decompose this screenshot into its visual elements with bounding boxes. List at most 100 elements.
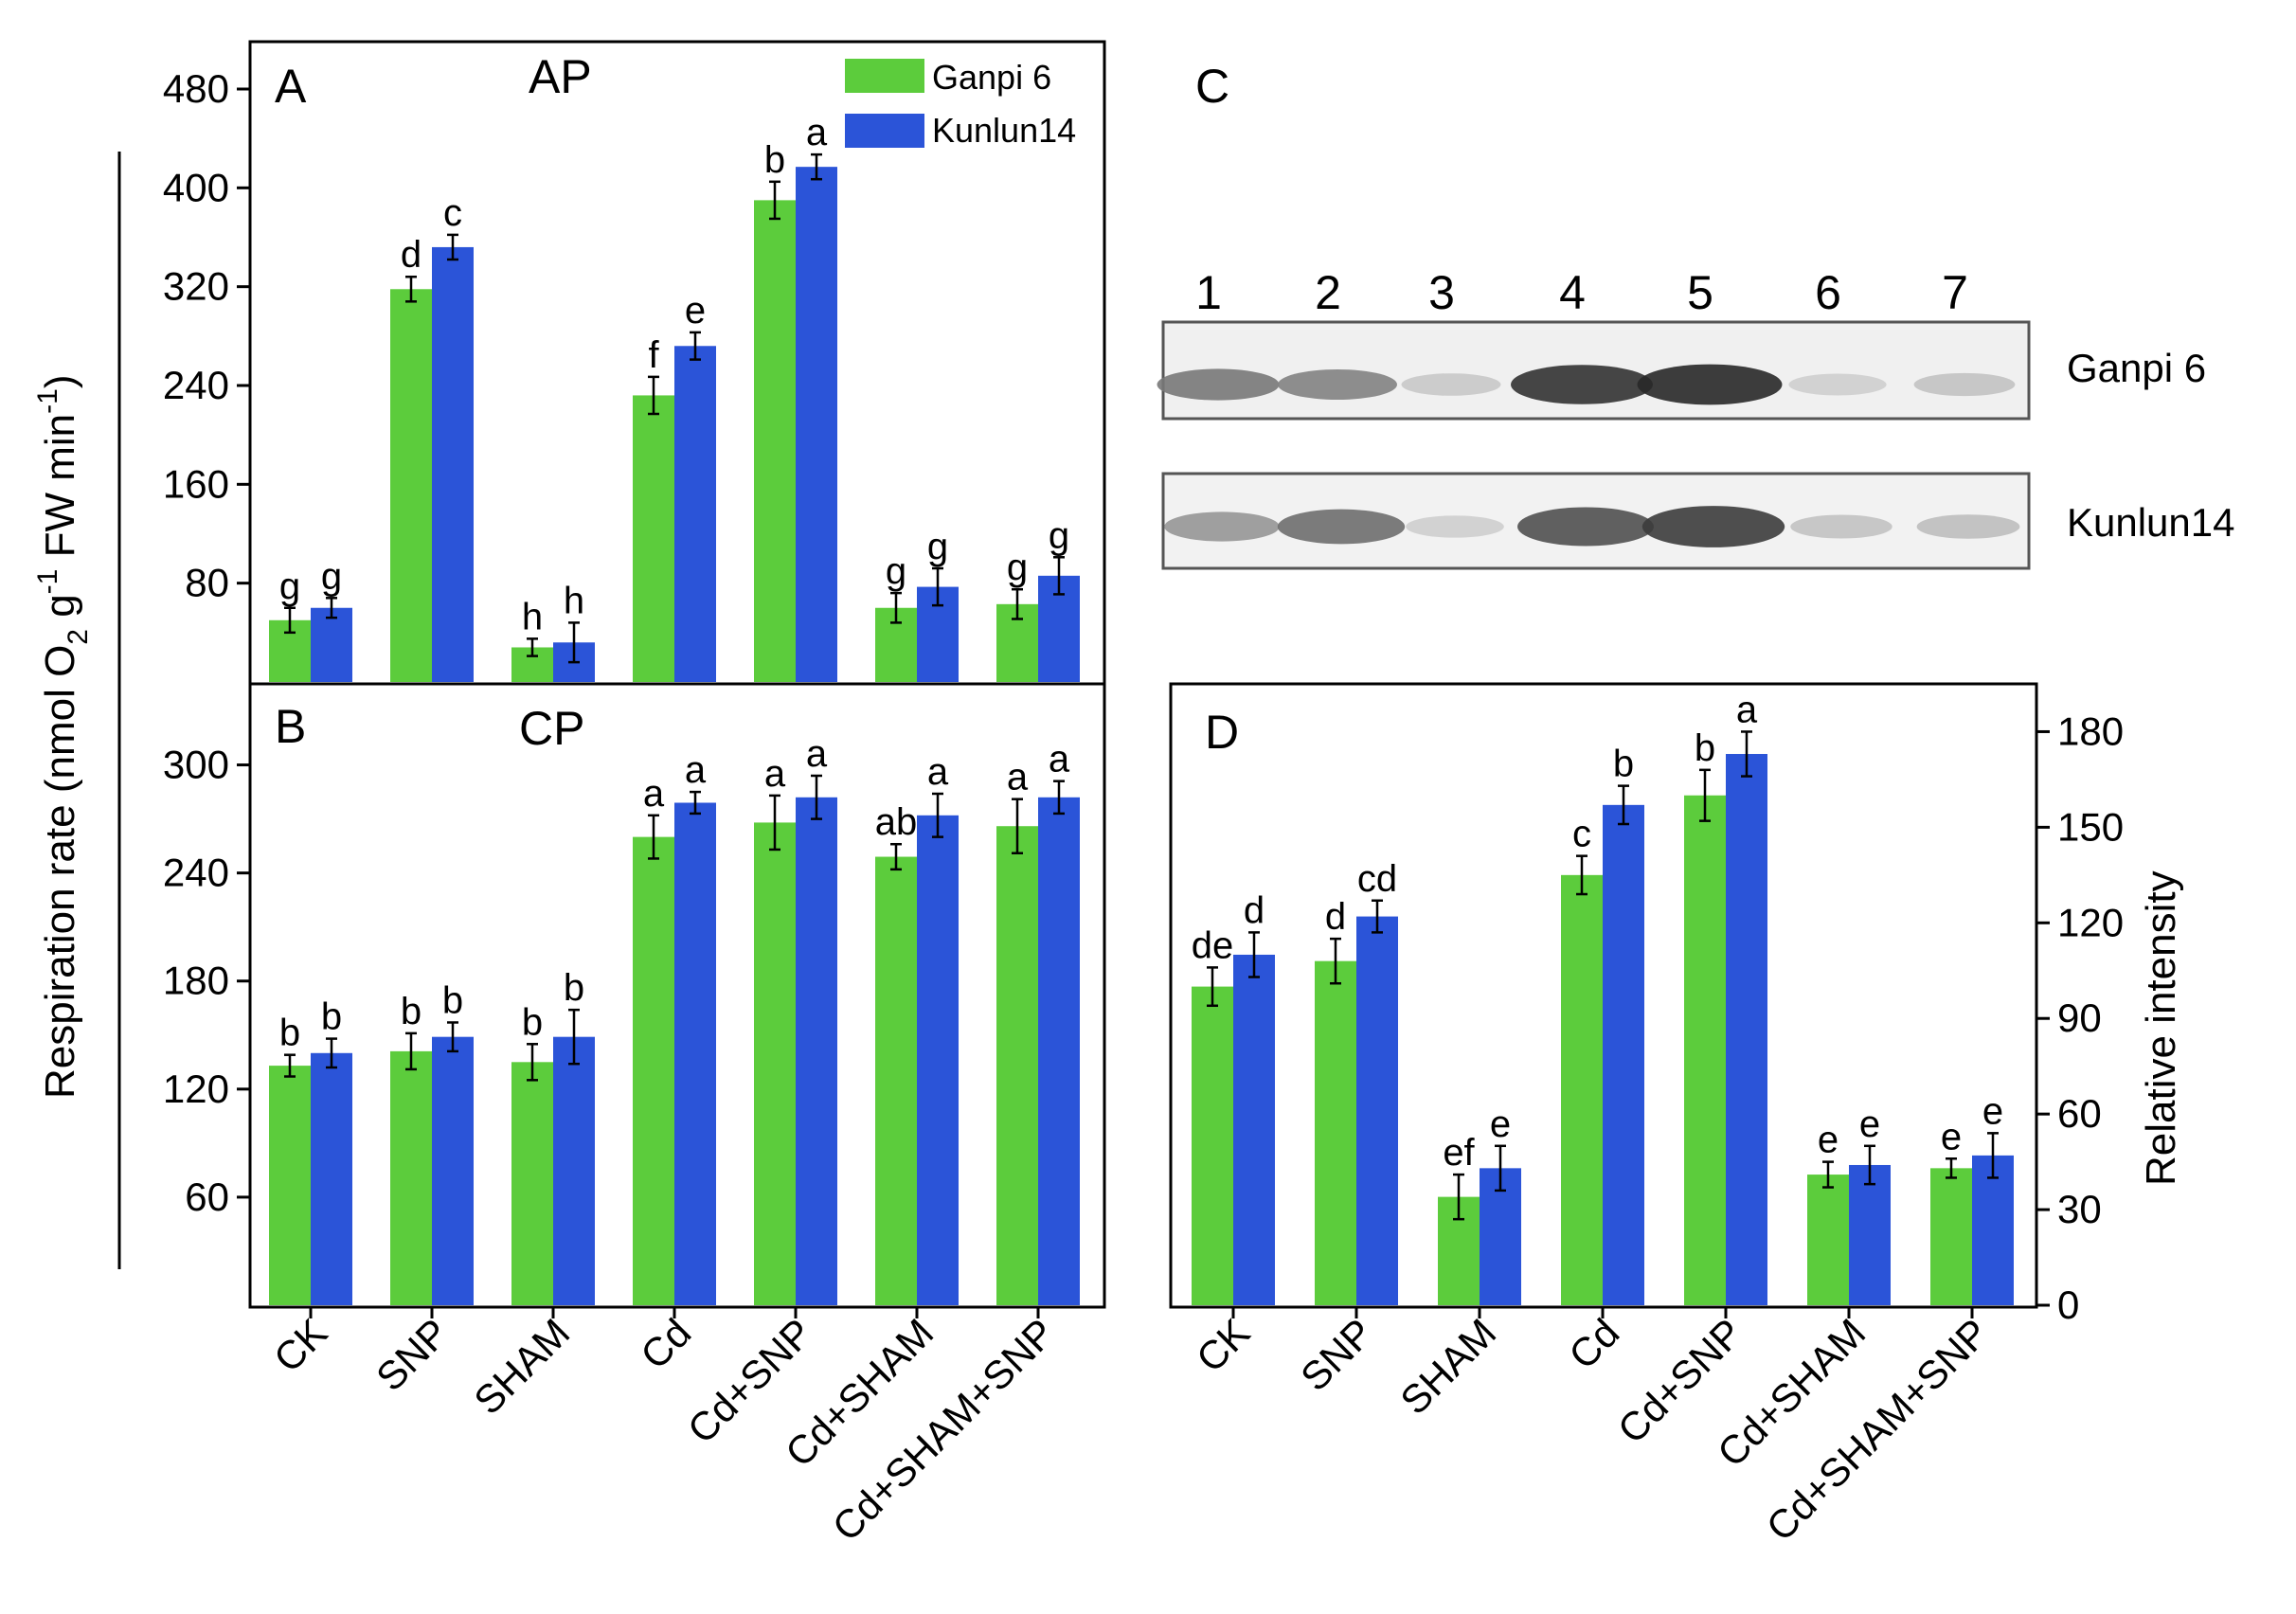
bar-ganpi-cd-sham xyxy=(875,856,917,1305)
panel-c-blot: C 1 2 3 4 5 6 7 Ganpi 6 Kunlun14 xyxy=(1157,60,2235,570)
y-tick-label: 160 xyxy=(163,461,229,506)
lane-label: 5 xyxy=(1687,266,1713,319)
bar-ganpi-cd-sham-snp xyxy=(1930,1168,1972,1305)
significance-label: b xyxy=(321,996,342,1038)
bar-ganpi-snp xyxy=(1315,960,1356,1305)
y-tick-label: 80 xyxy=(185,561,229,605)
right-y-axis-title: Relative intensity xyxy=(2138,870,2184,1186)
significance-label: a xyxy=(927,751,949,793)
panel-title-cp: CP xyxy=(519,702,584,755)
bar-kunlun-ck xyxy=(311,607,352,682)
category-label: SHAM xyxy=(465,1310,578,1423)
significance-label: e xyxy=(1982,1090,2003,1132)
y-tick-label: 90 xyxy=(2057,995,2102,1040)
blot-band-kunlun xyxy=(1277,509,1406,545)
category-label: SNP xyxy=(1292,1310,1381,1399)
category-label: CK xyxy=(265,1310,336,1381)
bar-kunlun-snp xyxy=(432,246,474,682)
lane-label: 4 xyxy=(1559,266,1586,319)
y-tick-label: 120 xyxy=(163,1067,229,1111)
bar-kunlun-cd-sham-snp xyxy=(1038,797,1080,1305)
legend-swatch-kunlun xyxy=(845,114,924,148)
legend-label-ganpi: Ganpi 6 xyxy=(932,58,1051,97)
category-label: Cd+SHAM+SNP xyxy=(1758,1310,1998,1550)
bar-kunlun-cd xyxy=(1603,804,1644,1305)
bar-ganpi-snp xyxy=(390,1050,432,1305)
blot-band-kunlun xyxy=(1790,514,1892,539)
significance-label: g xyxy=(1049,514,1069,556)
blot-band-ganpi xyxy=(1637,364,1783,405)
bar-ganpi-cd-snp xyxy=(754,822,796,1305)
significance-label: a xyxy=(685,749,707,791)
bar-kunlun-cd-sham xyxy=(1849,1164,1891,1305)
significance-label: g xyxy=(1007,547,1028,588)
bar-ganpi-ck xyxy=(1192,986,1233,1305)
significance-label: a xyxy=(1736,689,1758,730)
blot-band-kunlun xyxy=(1164,511,1280,542)
y-tick-label: 180 xyxy=(163,959,229,1003)
significance-label: g xyxy=(321,555,342,597)
significance-label: ef xyxy=(1443,1132,1475,1174)
bar-ganpi-cd-snp xyxy=(754,200,796,682)
category-label: Cd xyxy=(1560,1310,1627,1377)
significance-label: ab xyxy=(875,801,918,843)
blot-row-label-ganpi: Ganpi 6 xyxy=(2067,346,2206,390)
y-tick-label: 320 xyxy=(163,264,229,309)
significance-label: a xyxy=(1007,757,1029,798)
y-tick-label: 60 xyxy=(185,1175,229,1219)
significance-label: h xyxy=(564,580,584,621)
bar-kunlun-cd xyxy=(674,802,716,1305)
bar-ganpi-cd-sham-snp xyxy=(996,826,1038,1305)
panel-title-ap: AP xyxy=(529,50,592,103)
bar-kunlun-cd-snp xyxy=(796,797,837,1305)
significance-label: a xyxy=(806,733,828,775)
y-axis-title: Respiration rate (nmol O2 g-1 FW min-1) xyxy=(32,375,94,1099)
category-label: Cd xyxy=(632,1310,699,1377)
panel-ab: A AP B CP Ganpi 6 Kunlun14 80 160 240 320 40… xyxy=(163,40,1106,1550)
significance-label: e xyxy=(1818,1120,1839,1161)
significance-label: d xyxy=(1325,896,1346,938)
bar-ganpi-cd xyxy=(633,836,674,1305)
blot-band-kunlun xyxy=(1517,507,1654,547)
bar-kunlun-snp xyxy=(432,1036,474,1305)
lane-label: 3 xyxy=(1428,266,1455,319)
significance-label: e xyxy=(685,290,706,332)
significance-label: d xyxy=(401,234,422,276)
significance-label: b xyxy=(564,967,584,1009)
panel-letter-b: B xyxy=(275,700,306,753)
bar-kunlun-cd-sham xyxy=(917,815,959,1305)
lane-label: 6 xyxy=(1815,266,1841,319)
bar-ganpi-cd xyxy=(1561,874,1603,1305)
significance-label: g xyxy=(886,550,906,592)
significance-label: g xyxy=(279,565,300,607)
category-label: SNP xyxy=(368,1310,457,1399)
category-label: Cd+SHAM+SNP xyxy=(824,1310,1064,1550)
blot-bands xyxy=(1157,364,2020,547)
significance-label: e xyxy=(1859,1103,1880,1145)
legend-label-kunlun: Kunlun14 xyxy=(932,111,1076,150)
chart-d: 0306090120150180dedCKdcdSNPefeSHAMcbCdba… xyxy=(1188,689,2124,1549)
y-tick-label: 0 xyxy=(2057,1282,2079,1327)
blot-band-ganpi xyxy=(1157,368,1280,401)
significance-label: c xyxy=(443,192,462,234)
bar-ganpi-sham xyxy=(511,1062,553,1305)
legend-swatch-ganpi xyxy=(845,59,924,93)
significance-label: h xyxy=(522,596,543,637)
bar-kunlun-cd-snp xyxy=(1726,754,1767,1305)
bar-kunlun-cd-snp xyxy=(796,167,837,683)
bar-ganpi-cd xyxy=(633,395,674,682)
y-tick-label: 240 xyxy=(163,363,229,407)
bar-kunlun-ck xyxy=(311,1052,352,1305)
significance-label: b xyxy=(401,991,422,1032)
blot-band-kunlun xyxy=(1641,506,1785,547)
blot-band-ganpi xyxy=(1401,373,1501,396)
y-tick-label: 480 xyxy=(163,66,229,111)
significance-label: a xyxy=(806,112,828,153)
bar-kunlun-sham xyxy=(553,1036,595,1305)
lane-label: 7 xyxy=(1942,266,1968,319)
significance-label: a xyxy=(764,753,786,795)
panel-ab-frame xyxy=(248,40,1106,1309)
bar-ganpi-ck xyxy=(269,1066,311,1305)
